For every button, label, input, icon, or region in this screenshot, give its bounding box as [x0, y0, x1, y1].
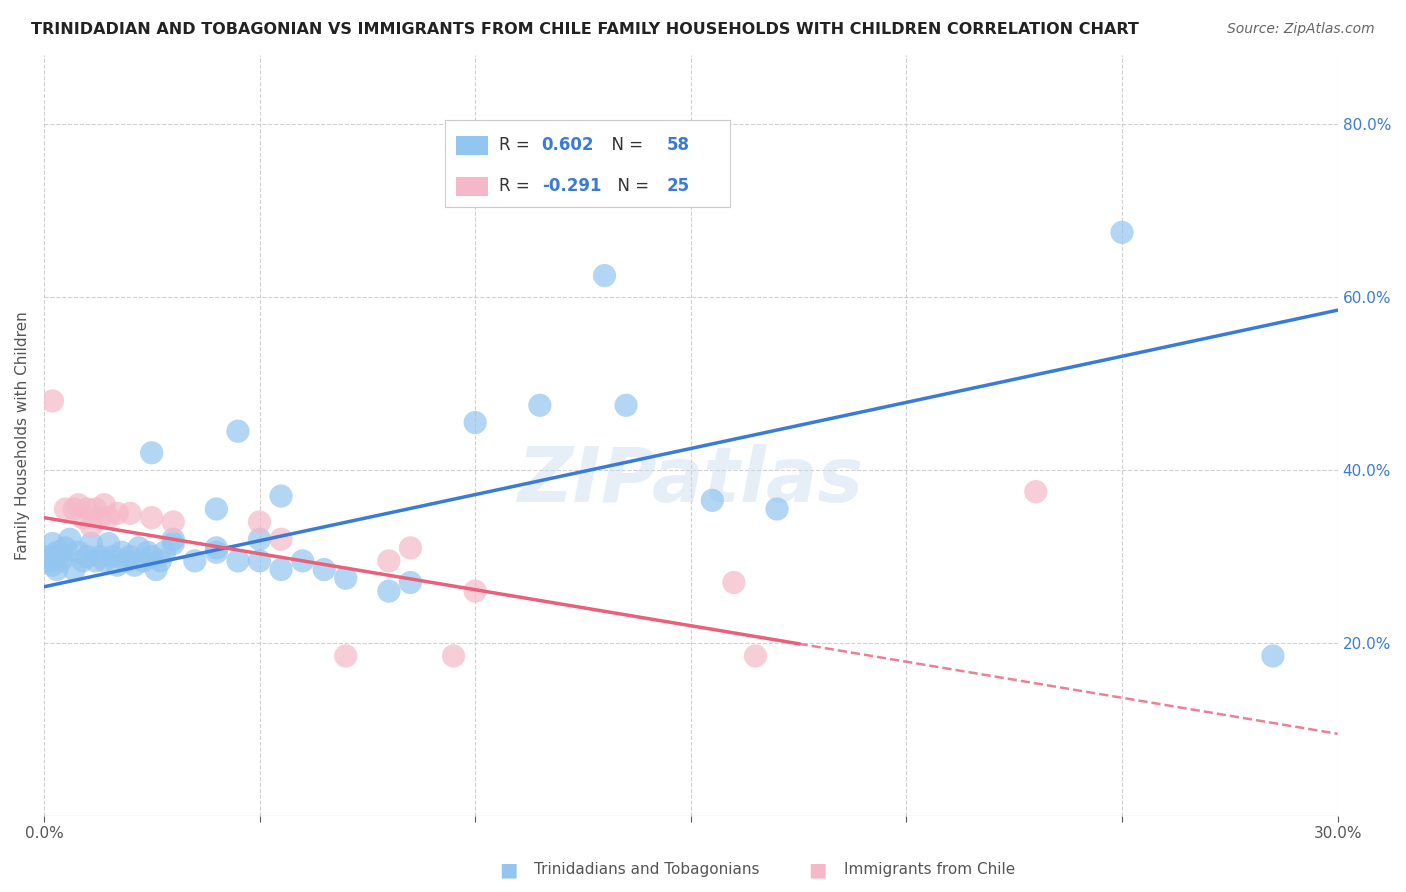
Point [41, 558, 63, 573]
Point [76, 549, 98, 564]
Point [97, 536, 120, 550]
Point [93, 498, 115, 512]
Point [93, 554, 115, 568]
Point [205, 502, 228, 516]
Point [84, 502, 107, 516]
Point [249, 533, 271, 547]
Point [45, 545, 67, 559]
Point [72, 554, 94, 568]
Text: ■: ■ [808, 860, 827, 880]
Point [76, 502, 98, 516]
Point [105, 506, 128, 520]
Point [132, 554, 155, 568]
Point [153, 545, 176, 559]
Text: Immigrants from Chile: Immigrants from Chile [844, 863, 1015, 877]
Point [162, 515, 184, 529]
Point [314, 562, 336, 576]
Point [399, 575, 422, 590]
Text: Source: ZipAtlas.com: Source: ZipAtlas.com [1227, 22, 1375, 37]
Point [63, 562, 86, 576]
Point [120, 549, 142, 564]
Point [702, 493, 724, 508]
Point [464, 416, 486, 430]
Point [37, 554, 59, 568]
Point [101, 549, 124, 564]
Y-axis label: Family Households with Children: Family Households with Children [15, 311, 30, 560]
Point [226, 554, 249, 568]
Point [55, 541, 77, 555]
Point [105, 558, 128, 573]
Text: Trinidadians and Tobagonians: Trinidadians and Tobagonians [534, 863, 759, 877]
Point [1261, 648, 1284, 663]
Point [335, 648, 357, 663]
Point [124, 558, 146, 573]
Point [72, 510, 94, 524]
Point [149, 554, 172, 568]
Point [55, 502, 77, 516]
Point [59, 533, 82, 547]
Point [136, 545, 159, 559]
Point [41, 393, 63, 408]
Point [378, 554, 401, 568]
Point [128, 541, 150, 555]
Text: TRINIDADIAN AND TOBAGONIAN VS IMMIGRANTS FROM CHILE FAMILY HOUSEHOLDS WITH CHILD: TRINIDADIAN AND TOBAGONIAN VS IMMIGRANTS… [31, 22, 1139, 37]
Point [114, 554, 136, 568]
Point [63, 502, 86, 516]
Point [270, 562, 292, 576]
Point [37, 549, 59, 564]
Point [141, 510, 163, 524]
Point [141, 446, 163, 460]
Point [443, 648, 465, 663]
Point [205, 541, 228, 555]
Text: ■: ■ [499, 860, 517, 880]
Point [249, 554, 271, 568]
Point [67, 498, 90, 512]
Point [184, 554, 207, 568]
Point [110, 545, 132, 559]
Point [744, 648, 766, 663]
Point [335, 571, 357, 585]
Point [593, 268, 616, 283]
Point [270, 489, 292, 503]
Point [162, 533, 184, 547]
Point [49, 554, 72, 568]
Point [205, 545, 228, 559]
Point [162, 536, 184, 550]
Point [378, 584, 401, 599]
Point [45, 562, 67, 576]
Point [249, 515, 271, 529]
Text: ZIPatlas: ZIPatlas [517, 444, 863, 518]
Point [399, 541, 422, 555]
Point [464, 584, 486, 599]
Point [80, 536, 103, 550]
Point [89, 510, 111, 524]
Point [614, 398, 637, 412]
Point [766, 502, 789, 516]
Point [84, 554, 107, 568]
Point [89, 549, 111, 564]
Point [145, 562, 167, 576]
Point [141, 549, 163, 564]
Point [529, 398, 551, 412]
Point [291, 554, 314, 568]
Point [41, 536, 63, 550]
Point [723, 575, 745, 590]
Point [270, 533, 292, 547]
Point [1111, 225, 1133, 239]
Point [80, 519, 103, 533]
Point [120, 506, 142, 520]
Point [67, 545, 90, 559]
Point [1025, 484, 1047, 499]
Point [226, 424, 249, 438]
Point [49, 545, 72, 559]
Point [97, 510, 120, 524]
